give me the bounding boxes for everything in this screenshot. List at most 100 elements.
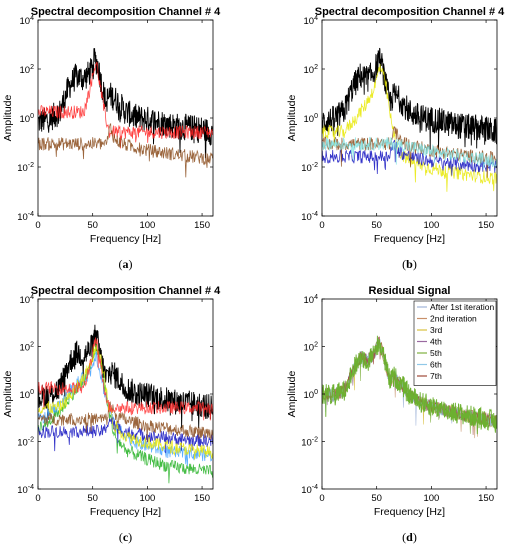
y-axis-label: Amplitude: [286, 371, 298, 418]
y-tick-label: 104: [20, 294, 35, 306]
y-tick-base: 10: [304, 16, 315, 27]
legend-box: [413, 300, 497, 386]
x-axis-label: Frequency [Hz]: [90, 233, 161, 245]
y-tick-label: 10-2: [301, 162, 318, 174]
plot-data: [38, 48, 213, 178]
caption-close: ): [413, 530, 417, 544]
y-tick-label: 100: [20, 113, 35, 125]
y-tick-label: 10-4: [17, 211, 34, 223]
chart-title: Spectral decomposition Channel # 4: [31, 6, 221, 18]
x-axis-label: Frequency [Hz]: [374, 233, 445, 245]
y-tick-exponent: 2: [30, 64, 34, 71]
component-line-3: [38, 417, 213, 454]
component-line-2: [38, 123, 213, 178]
legend-entry: 7th: [430, 371, 442, 381]
caption-close: ): [128, 530, 132, 544]
component-line-4: [322, 136, 497, 170]
y-tick-label: 10-2: [301, 437, 318, 449]
y-tick-base: 10: [20, 390, 31, 401]
y-tick-exponent: -4: [312, 484, 318, 491]
x-tick-label: 100: [423, 220, 439, 231]
y-tick-base: 10: [17, 212, 28, 223]
component-line-1: [38, 61, 213, 149]
y-tick-label: 100: [304, 389, 319, 401]
y-tick-label: 100: [20, 389, 35, 401]
y-tick-base: 10: [20, 343, 31, 354]
panel-caption: (c): [119, 530, 132, 544]
y-tick-base: 10: [301, 163, 312, 174]
y-tick-exponent: -2: [312, 162, 318, 169]
x-tick-label: 100: [423, 493, 439, 504]
caption-letter: a: [123, 257, 129, 271]
panel-caption: (d): [402, 530, 417, 544]
x-tick-label: 0: [35, 493, 40, 504]
x-tick-label: 150: [194, 493, 210, 504]
y-tick-label: 102: [20, 64, 35, 76]
y-tick-base: 10: [17, 438, 28, 449]
component-line-1: [38, 340, 213, 484]
y-tick-exponent: -4: [28, 484, 34, 491]
y-tick-exponent: 4: [314, 15, 318, 22]
component-line-4: [38, 401, 213, 443]
y-tick-base: 10: [304, 295, 315, 306]
y-tick-exponent: 0: [30, 389, 34, 396]
y-tick-exponent: 4: [30, 15, 34, 22]
x-tick-label: 150: [478, 493, 494, 504]
x-tick-label: 0: [319, 220, 324, 231]
legend-entry: 6th: [430, 360, 442, 370]
y-tick-label: 10-2: [17, 437, 34, 449]
y-axis-label: Amplitude: [2, 95, 14, 142]
plot-data: [322, 47, 497, 192]
y-tick-exponent: 4: [314, 294, 318, 301]
y-tick-base: 10: [301, 485, 312, 496]
y-tick-label: 104: [20, 15, 35, 27]
spectrum-line: [38, 324, 213, 429]
plot-data: [322, 335, 497, 439]
y-tick-label: 102: [20, 342, 35, 354]
y-tick-label: 10-4: [301, 211, 318, 223]
y-axis-label: Amplitude: [286, 95, 298, 142]
y-tick-base: 10: [304, 343, 315, 354]
residual-overlay-line: [322, 335, 497, 435]
y-tick-base: 10: [304, 65, 315, 76]
caption-open: (: [119, 257, 123, 271]
y-tick-exponent: 0: [314, 389, 318, 396]
x-tick-label: 150: [478, 220, 494, 231]
x-axis-label: Frequency [Hz]: [90, 506, 161, 518]
legend-entry: 5th: [430, 348, 442, 358]
y-tick-label: 100: [304, 113, 319, 125]
y-tick-exponent: -2: [312, 437, 318, 444]
y-tick-exponent: 0: [314, 113, 318, 120]
spectrum-line: [322, 47, 497, 150]
caption-letter: d: [406, 530, 413, 544]
y-tick-label: 10-4: [17, 484, 34, 496]
x-tick-label: 50: [87, 493, 98, 504]
y-tick-base: 10: [17, 163, 28, 174]
caption-open: (: [119, 530, 123, 544]
x-tick-label: 50: [371, 493, 382, 504]
y-tick-base: 10: [17, 485, 28, 496]
y-tick-base: 10: [301, 438, 312, 449]
x-tick-label: 100: [139, 493, 155, 504]
y-tick-base: 10: [20, 114, 31, 125]
y-tick-label: 102: [304, 64, 319, 76]
chart-title: Spectral decomposition Channel # 4: [315, 6, 505, 18]
caption-open: (: [402, 530, 406, 544]
x-tick-label: 100: [139, 220, 155, 231]
legend-entry: After 1st iteration: [430, 302, 495, 312]
y-axis-label: Amplitude: [2, 371, 14, 418]
y-tick-exponent: 2: [314, 64, 318, 71]
component-line-6: [38, 337, 213, 421]
y-tick-exponent: -2: [28, 437, 34, 444]
y-tick-label: 10-2: [17, 162, 34, 174]
component-line-5: [38, 345, 213, 460]
panel-caption: (b): [402, 257, 417, 271]
legend-entry: 3rd: [430, 325, 443, 335]
x-tick-label: 50: [371, 220, 382, 231]
caption-close: ): [129, 257, 133, 271]
